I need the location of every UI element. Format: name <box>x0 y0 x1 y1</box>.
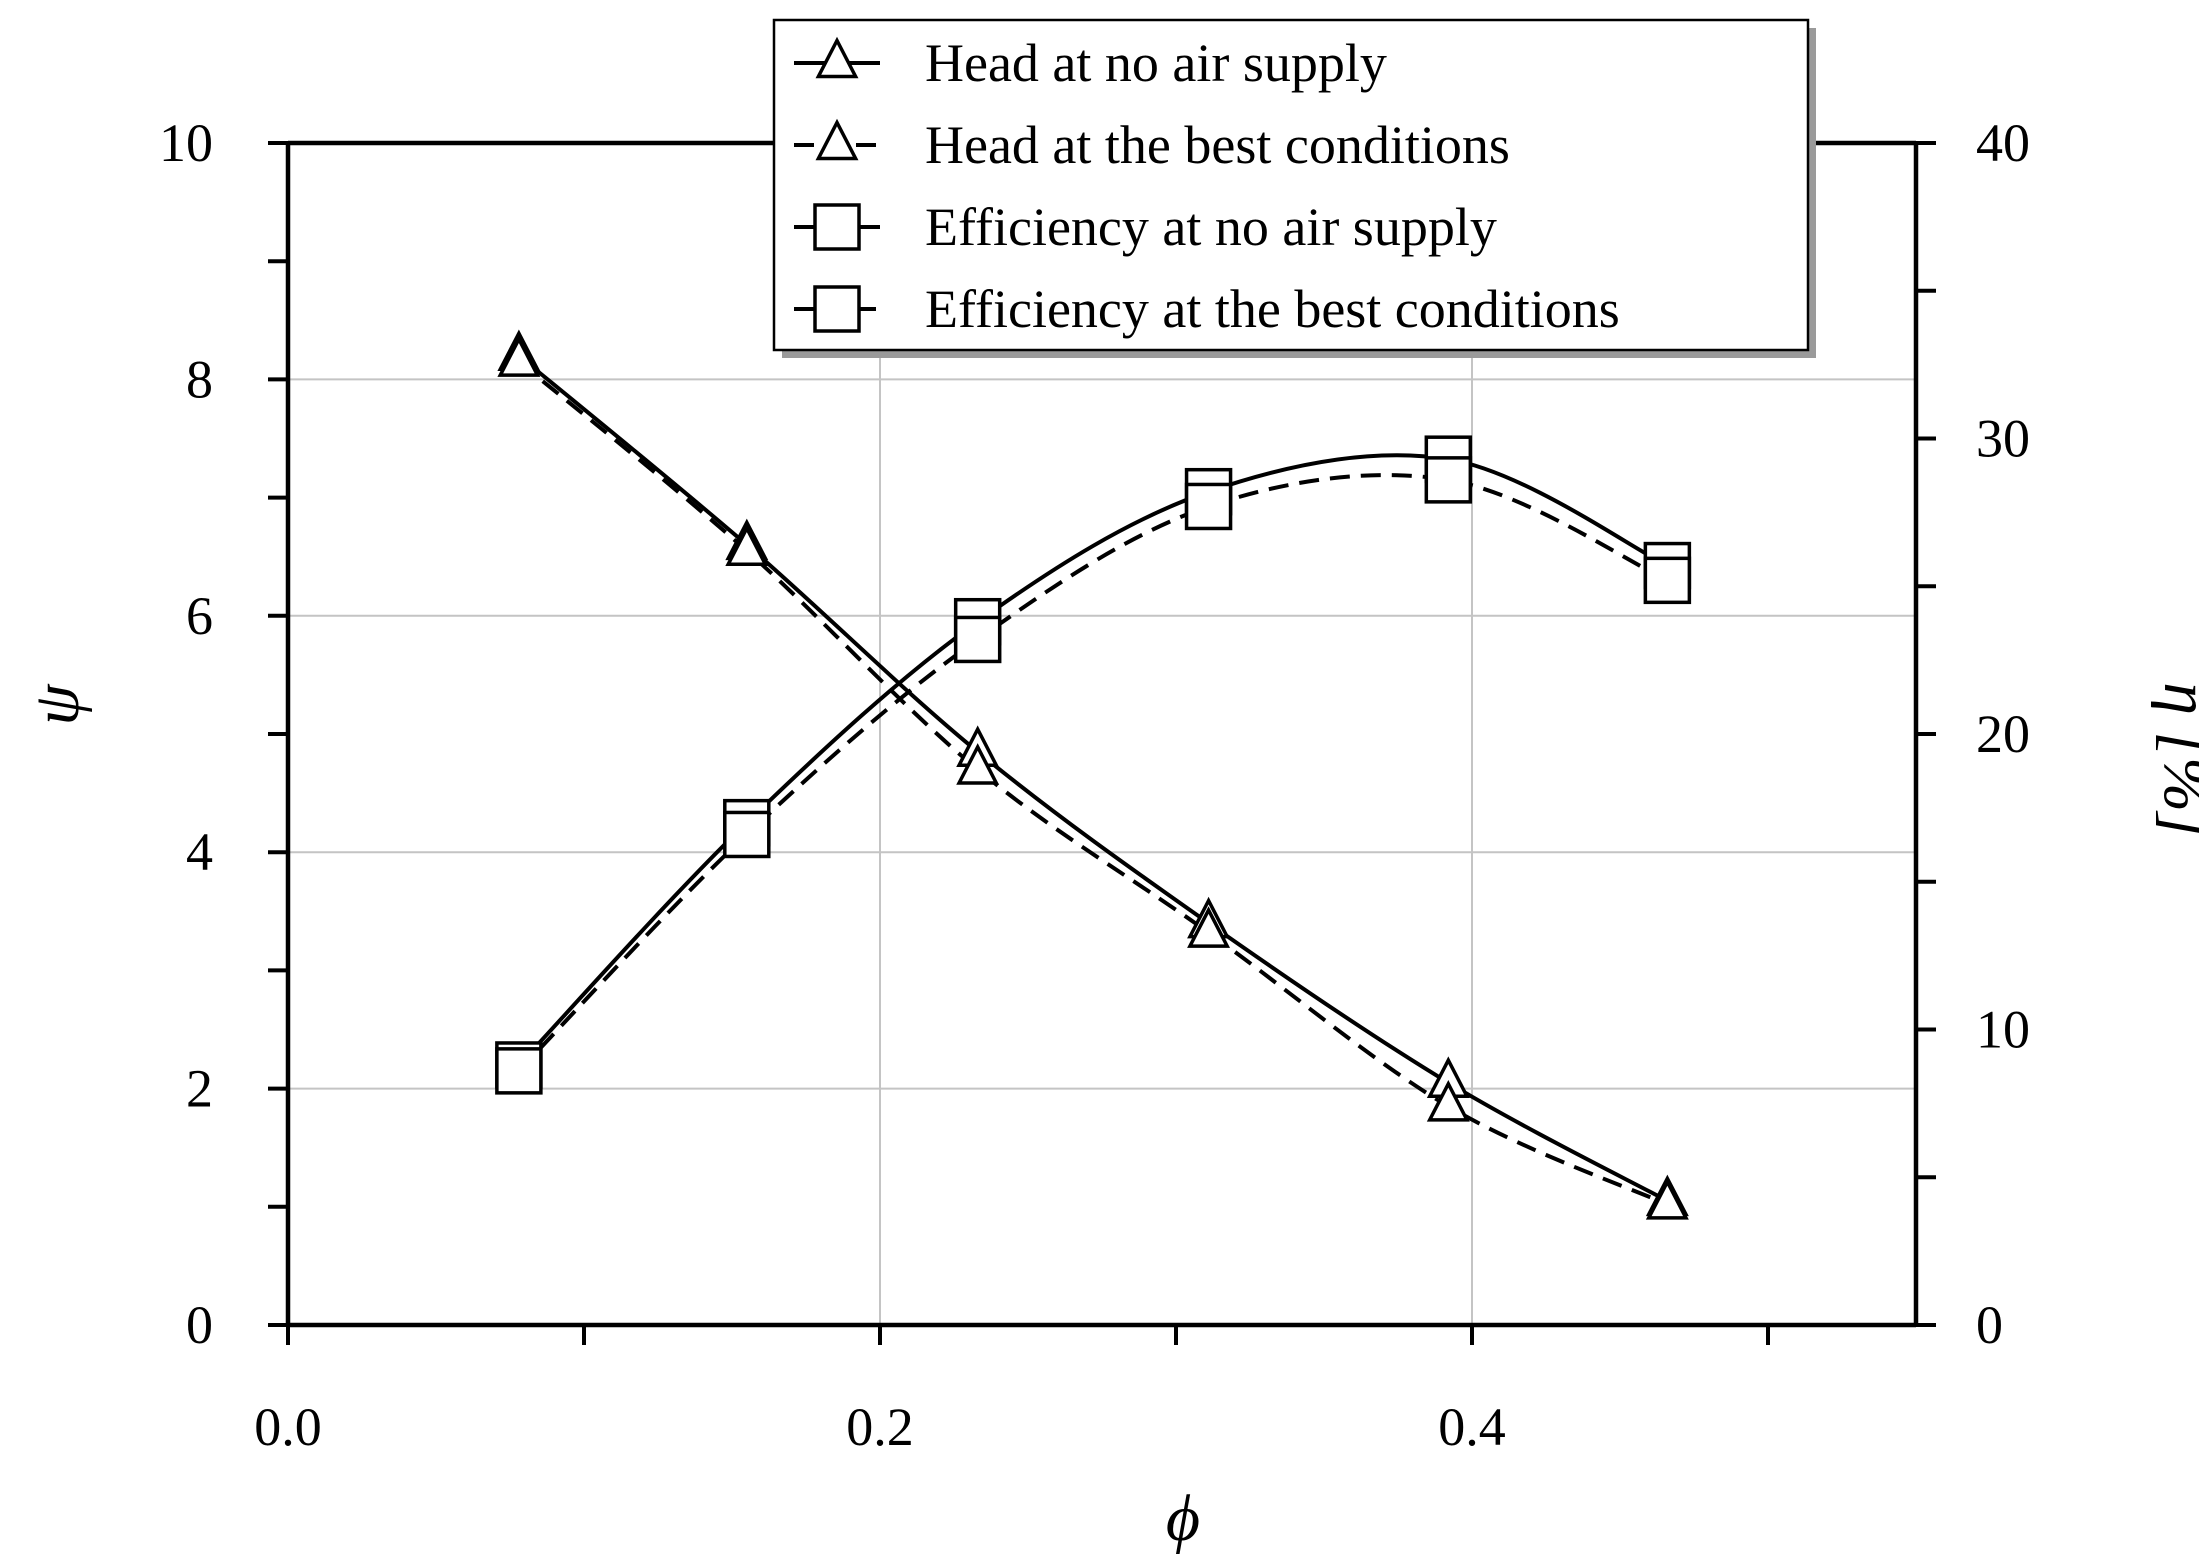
right-tick-label: 10 <box>1976 1000 2030 1060</box>
series-4-point <box>495 1047 543 1095</box>
legend: Head at no air supply Head at the best co… <box>772 18 1816 358</box>
legend-label-1: Head at no air supply <box>925 33 1387 93</box>
left-tick-label: 4 <box>186 822 213 882</box>
right-tick-label: 0 <box>1976 1295 2003 1355</box>
left-tick-label: 8 <box>186 349 213 409</box>
series-2-point <box>1645 1178 1689 1220</box>
left-tick-label: 2 <box>186 1059 213 1119</box>
series-2-point <box>725 524 769 567</box>
legend-marker-4 <box>813 285 861 333</box>
right-tick-label: 30 <box>1976 409 2030 469</box>
series-4-point <box>1643 556 1692 605</box>
series-4-point <box>723 810 771 859</box>
series-2-point <box>497 335 541 377</box>
series-2-point <box>1426 1080 1470 1122</box>
left-axis-title: ψ <box>20 684 93 726</box>
series-4-point <box>1184 482 1233 531</box>
legend-marker-2 <box>815 118 859 161</box>
left-tick-label: 0 <box>186 1295 213 1355</box>
x-tick-label: 0.4 <box>1438 1397 1506 1457</box>
left-tick-label: 6 <box>186 586 213 646</box>
right-axis-title: η [%] <box>2150 682 2199 838</box>
right-tick-label: 20 <box>1976 704 2030 764</box>
legend-marker-1 <box>815 36 859 79</box>
legend-label-3: Efficiency at no air supply <box>925 197 1497 257</box>
series-2-point <box>1187 906 1231 948</box>
series-4-point <box>953 615 1002 664</box>
x-axis-title: ϕ <box>1166 1482 1200 1555</box>
legend-box <box>772 18 1810 352</box>
x-tick-label: 0.0 <box>254 1397 322 1457</box>
series-2-point <box>956 743 1000 785</box>
series-layer <box>495 329 1692 1220</box>
series-4-point <box>1424 456 1473 504</box>
left-tick-label: 10 <box>159 113 213 173</box>
legend-label-2: Head at the best conditions <box>925 115 1510 175</box>
tick-labels: 0.0 0.2 0.4 0 2 4 6 8 10 0 10 20 30 40 <box>159 113 2030 1457</box>
right-tick-label: 40 <box>1976 113 2030 173</box>
legend-marker-3 <box>813 203 861 251</box>
legend-label-4: Efficiency at the best conditions <box>925 279 1620 339</box>
x-tick-label: 0.2 <box>846 1397 914 1457</box>
